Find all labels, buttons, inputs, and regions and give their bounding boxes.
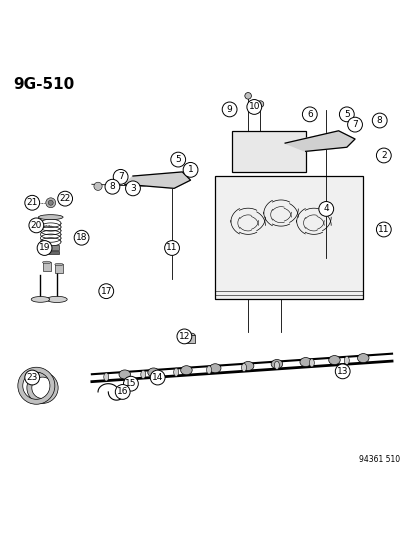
Circle shape — [99, 284, 114, 298]
Ellipse shape — [55, 263, 63, 265]
Ellipse shape — [119, 370, 130, 379]
Circle shape — [57, 191, 72, 206]
Text: 1: 1 — [187, 165, 193, 174]
Bar — [43, 251, 59, 254]
Circle shape — [150, 370, 165, 385]
Circle shape — [25, 196, 40, 210]
Text: 2: 2 — [380, 151, 386, 160]
Text: 10: 10 — [248, 102, 259, 111]
Text: 17: 17 — [100, 287, 112, 296]
Circle shape — [176, 329, 191, 344]
Text: 14: 14 — [152, 373, 163, 382]
Text: 23: 23 — [26, 373, 38, 382]
Circle shape — [318, 201, 333, 216]
Text: 3: 3 — [130, 184, 135, 193]
Text: 18: 18 — [76, 233, 87, 242]
Ellipse shape — [206, 366, 211, 374]
Circle shape — [94, 182, 102, 190]
Polygon shape — [124, 172, 190, 188]
Ellipse shape — [242, 361, 253, 370]
Ellipse shape — [147, 368, 159, 377]
Circle shape — [375, 222, 390, 237]
Ellipse shape — [43, 261, 51, 264]
Ellipse shape — [173, 368, 178, 376]
Text: 5: 5 — [175, 155, 180, 164]
Circle shape — [183, 163, 197, 177]
Circle shape — [256, 101, 263, 107]
Text: 20: 20 — [31, 221, 42, 230]
Text: 11: 11 — [166, 244, 177, 253]
Text: 22: 22 — [59, 194, 71, 203]
Circle shape — [123, 376, 138, 391]
Text: 12: 12 — [178, 332, 190, 341]
Text: 8: 8 — [376, 116, 382, 125]
Bar — [43, 262, 51, 271]
Ellipse shape — [185, 333, 195, 337]
Ellipse shape — [271, 360, 282, 368]
Text: 9G-510: 9G-510 — [14, 77, 75, 92]
Circle shape — [244, 93, 251, 99]
Circle shape — [171, 152, 185, 167]
Circle shape — [113, 169, 128, 184]
Polygon shape — [285, 131, 354, 151]
Ellipse shape — [104, 373, 109, 381]
Circle shape — [74, 230, 89, 245]
Bar — [185, 335, 195, 343]
Text: 11: 11 — [377, 225, 389, 234]
Circle shape — [105, 179, 119, 194]
Circle shape — [125, 181, 140, 196]
Circle shape — [25, 370, 40, 385]
Ellipse shape — [274, 361, 279, 369]
Circle shape — [246, 100, 261, 115]
Circle shape — [48, 200, 53, 205]
Text: 13: 13 — [336, 367, 348, 376]
Text: 21: 21 — [26, 198, 38, 207]
Circle shape — [339, 107, 354, 122]
Ellipse shape — [357, 353, 368, 362]
Text: 6: 6 — [306, 110, 312, 119]
Ellipse shape — [209, 364, 221, 373]
Ellipse shape — [328, 356, 339, 365]
Text: 7: 7 — [117, 172, 123, 181]
Circle shape — [375, 148, 390, 163]
Text: 8: 8 — [109, 182, 115, 191]
Ellipse shape — [47, 296, 67, 303]
Ellipse shape — [309, 359, 313, 367]
Ellipse shape — [344, 357, 349, 365]
Bar — [231, 131, 305, 172]
Text: 5: 5 — [343, 110, 349, 119]
Ellipse shape — [180, 366, 192, 375]
Circle shape — [371, 113, 386, 128]
Ellipse shape — [140, 370, 145, 378]
Bar — [55, 264, 63, 273]
Circle shape — [37, 240, 52, 255]
Circle shape — [347, 117, 361, 132]
Circle shape — [301, 107, 316, 122]
Text: 16: 16 — [116, 387, 128, 397]
Bar — [43, 245, 59, 250]
Circle shape — [46, 198, 55, 208]
Text: 94361 510: 94361 510 — [358, 455, 399, 464]
Ellipse shape — [299, 358, 311, 367]
Text: 9: 9 — [226, 105, 232, 114]
Circle shape — [164, 240, 179, 255]
Ellipse shape — [241, 364, 246, 372]
Ellipse shape — [38, 215, 63, 220]
Text: 4: 4 — [323, 205, 328, 213]
Circle shape — [29, 218, 44, 233]
Text: 15: 15 — [125, 379, 136, 388]
Circle shape — [115, 384, 130, 399]
Ellipse shape — [31, 296, 50, 302]
Circle shape — [222, 102, 237, 117]
Text: 19: 19 — [39, 244, 50, 253]
Circle shape — [335, 364, 349, 379]
Text: 7: 7 — [351, 120, 357, 129]
Bar — [215, 176, 362, 300]
